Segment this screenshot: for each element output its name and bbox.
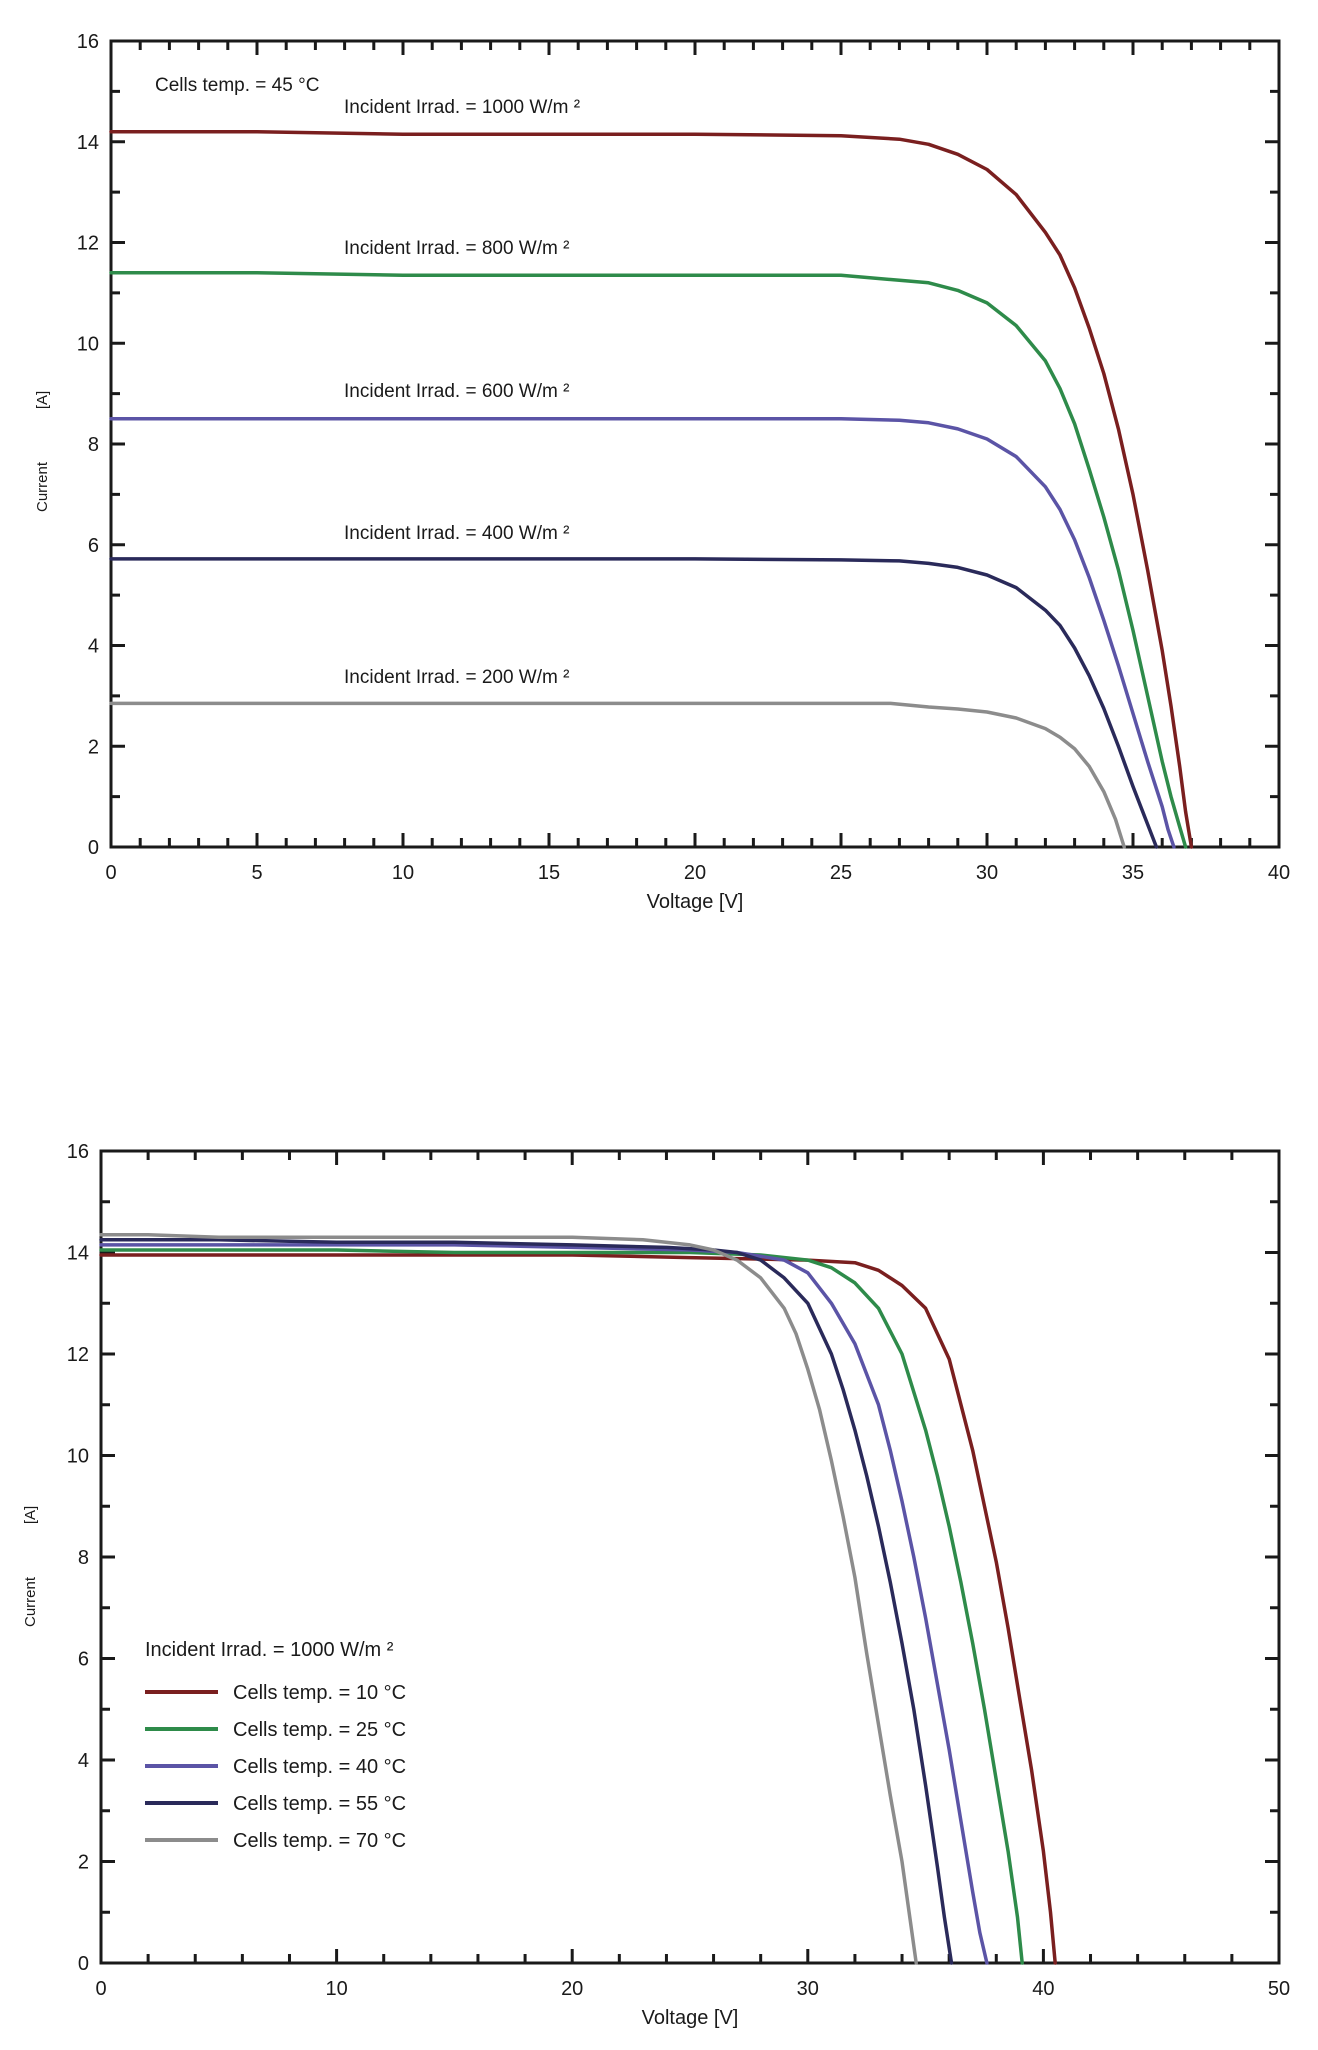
series-line-3	[109, 557, 1159, 849]
y-tick-label: 10	[77, 333, 99, 355]
axis-ticks	[109, 39, 1281, 849]
series-line-2	[109, 417, 1176, 849]
chart-temperature: 0 10 20 30 40 50 0 2 4 6 8 10 12 14 16 Voltage [V] Cu…	[22, 1141, 1290, 2029]
y-tick-label: 4	[88, 636, 99, 658]
x-tick-label: 15	[538, 862, 560, 884]
x-tick-label: 10	[392, 862, 414, 884]
legend-entries: Cells temp. = 10 °C Cells temp. = 25 °C Ce…	[145, 1682, 406, 1852]
x-tick-label: 10	[325, 1978, 347, 2000]
x-tick-label: 35	[1122, 862, 1144, 884]
series-line-4	[99, 1232, 918, 1965]
y-tick-label: 16	[77, 31, 99, 53]
chart-irradiance: 0 5 10 15 20 25 30 35 40 0 2 4 6 8 10 12 14 16 Voltage […	[34, 31, 1290, 913]
y-tick-label: 6	[78, 1649, 89, 1671]
x-axis-label: Voltage [V]	[642, 2007, 739, 2029]
legend-label-3: Cells temp. = 55 °C	[233, 1793, 406, 1815]
x-tick-labels: 0 10 20 30 40 50	[95, 1978, 1290, 2000]
x-tick-labels: 0 5 10 15 20 25 30 35 40	[105, 862, 1290, 884]
y-tick-label: 0	[78, 1953, 89, 1975]
legend: Incident Irrad. = 1000 W/m ² Cells temp.…	[145, 1639, 406, 1852]
x-tick-label: 20	[561, 1978, 583, 2000]
series-line-0	[109, 129, 1194, 849]
x-tick-label: 0	[105, 862, 116, 884]
y-axis-label: Current	[34, 461, 51, 512]
series-label-200: Incident Irrad. = 200 W/m ²	[344, 667, 569, 688]
series-line-3	[99, 1238, 954, 1965]
series-label-800: Incident Irrad. = 800 W/m ²	[344, 238, 569, 259]
series-label-400: Incident Irrad. = 400 W/m ²	[344, 523, 569, 544]
legend-label-0: Cells temp. = 10 °C	[233, 1682, 406, 1704]
y-tick-label: 12	[77, 233, 99, 255]
y-tick-label: 16	[67, 1141, 89, 1163]
series-line-0	[99, 1253, 1057, 1965]
series-label-1000: Incident Irrad. = 1000 W/m ²	[344, 97, 580, 118]
x-tick-label: 40	[1032, 1978, 1054, 2000]
x-tick-label: 0	[95, 1978, 106, 2000]
series-lines	[109, 129, 1194, 849]
x-tick-label: 50	[1268, 1978, 1290, 2000]
y-tick-label: 12	[67, 1344, 89, 1366]
y-tick-label: 8	[78, 1547, 89, 1569]
series-lines	[99, 1232, 1057, 1965]
y-axis-unit: [A]	[22, 1506, 39, 1524]
y-tick-label: 2	[78, 1852, 89, 1874]
cells-temp-annotation: Cells temp. = 45 °C	[155, 75, 319, 96]
y-tick-labels: 0 2 4 6 8 10 12 14 16	[77, 31, 99, 859]
plot-frame	[109, 39, 1281, 849]
x-tick-label: 5	[251, 862, 262, 884]
y-tick-label: 4	[78, 1750, 89, 1772]
y-tick-label: 6	[88, 535, 99, 557]
series-line-1	[99, 1248, 1024, 1965]
y-tick-label: 14	[67, 1243, 89, 1265]
legend-label-2: Cells temp. = 40 °C	[233, 1756, 406, 1778]
x-axis-label: Voltage [V]	[647, 891, 744, 913]
x-tick-label: 25	[830, 862, 852, 884]
y-tick-labels: 0 2 4 6 8 10 12 14 16	[67, 1141, 89, 1975]
x-tick-label: 30	[797, 1978, 819, 2000]
y-tick-label: 8	[88, 434, 99, 456]
y-tick-label: 10	[67, 1446, 89, 1468]
y-axis-unit: [A]	[34, 391, 51, 409]
x-tick-label: 30	[976, 862, 998, 884]
x-tick-label: 40	[1268, 862, 1290, 884]
series-line-4	[109, 701, 1126, 849]
legend-label-4: Cells temp. = 70 °C	[233, 1830, 406, 1852]
x-tick-label: 20	[684, 862, 706, 884]
series-line-2	[99, 1243, 989, 1965]
axis-ticks	[99, 1149, 1281, 1965]
y-tick-label: 2	[88, 736, 99, 758]
legend-label-1: Cells temp. = 25 °C	[233, 1719, 406, 1741]
y-tick-label: 0	[88, 837, 99, 859]
y-tick-label: 14	[77, 132, 99, 154]
y-axis-label: Current	[22, 1576, 39, 1627]
legend-title: Incident Irrad. = 1000 W/m ²	[145, 1639, 394, 1661]
series-line-1	[109, 270, 1188, 849]
series-label-600: Incident Irrad. = 600 W/m ²	[344, 381, 569, 402]
